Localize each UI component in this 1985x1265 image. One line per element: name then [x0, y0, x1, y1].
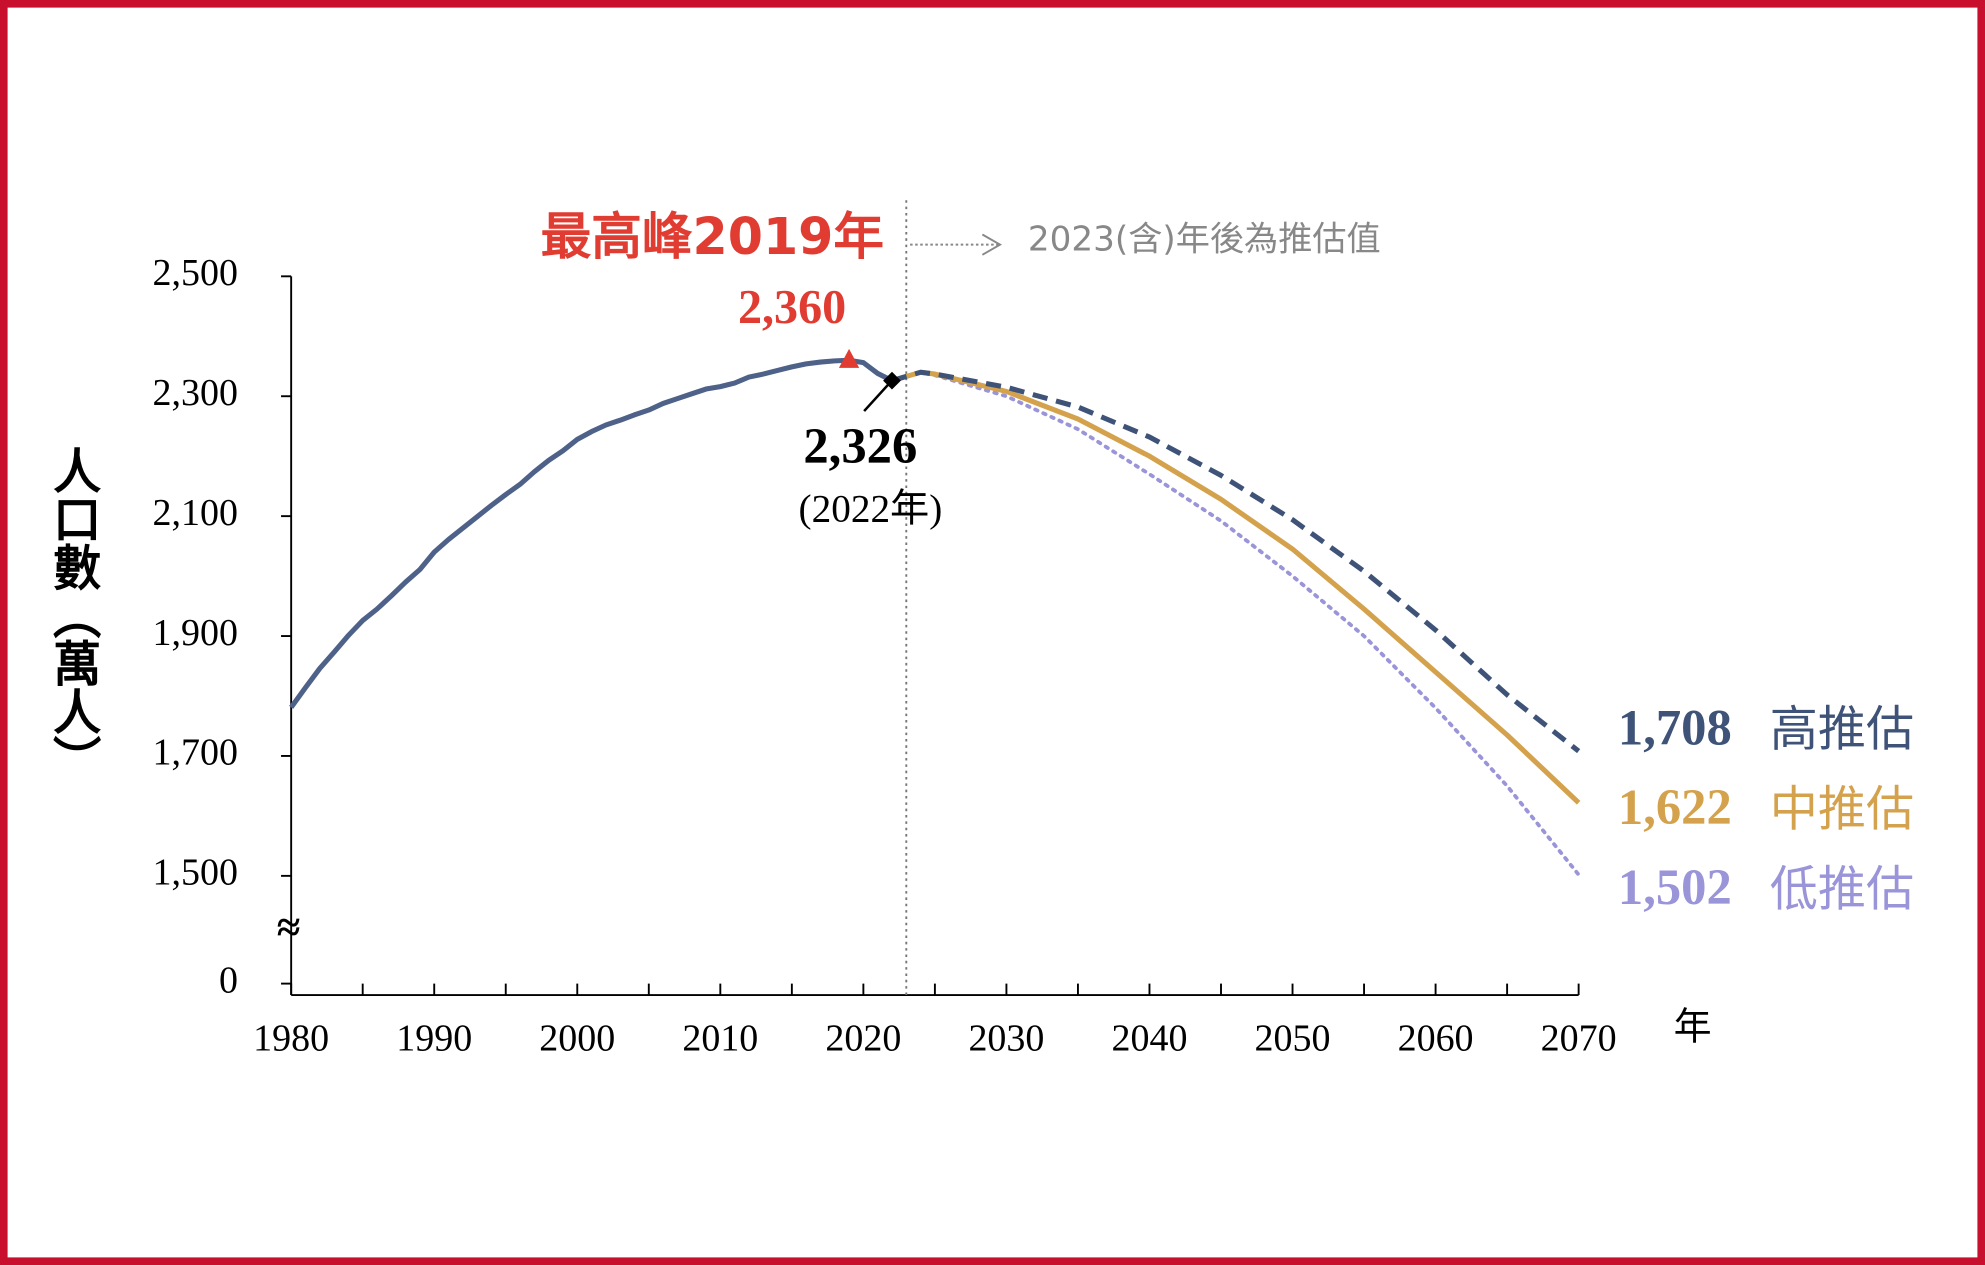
x-tick-label: 2030 — [968, 1018, 1044, 1060]
x-tick-label: 1980 — [253, 1018, 329, 1060]
x-tick-label: 2020 — [825, 1018, 901, 1060]
peak-note: 最高峰2019年 — [541, 207, 884, 266]
y-tick-label: 1,700 — [153, 732, 238, 774]
series-line — [289, 357, 894, 709]
y-tick-label: 2,500 — [153, 252, 238, 294]
legend-label: 低推估 — [1770, 861, 1914, 917]
x-tick-label: 2010 — [682, 1018, 758, 1060]
y-tick-label: 2,300 — [153, 372, 238, 414]
x-tick-label: 1990 — [396, 1018, 472, 1060]
point-note: (2022年) — [799, 487, 943, 530]
x-tick-label: 2050 — [1255, 1018, 1331, 1060]
x-tick-label: 2060 — [1398, 1018, 1474, 1060]
peak-marker — [838, 348, 860, 368]
legend-label: 高推估 — [1770, 702, 1914, 758]
x-axis-unit: 年 — [1674, 1005, 1712, 1049]
end-value-label: 1,708 — [1618, 699, 1732, 755]
axis-break: ≈ — [277, 904, 301, 951]
x-tick-label: 2000 — [539, 1018, 615, 1060]
projection-arrow-head — [981, 233, 1003, 256]
projection-note: 2023(含)年後為推估值 — [1028, 219, 1381, 259]
y-tick-label: 2,100 — [153, 492, 238, 534]
leader-line — [863, 382, 891, 412]
legend-label: 中推估 — [1770, 781, 1914, 837]
point-value-label: 2,326 — [803, 418, 917, 474]
y-tick-label: 1,500 — [153, 852, 238, 894]
y-tick-label: 1,900 — [153, 612, 238, 654]
peak-value-label: 2,360 — [738, 281, 846, 334]
x-tick-label: 2040 — [1112, 1018, 1188, 1060]
series-line — [891, 369, 1581, 754]
y-axis-label: 人口數（萬人） — [44, 446, 101, 783]
series-line — [890, 370, 1581, 877]
y-tick-label: 0 — [219, 959, 238, 1001]
end-value-label: 1,502 — [1618, 859, 1732, 915]
x-tick-label: 2070 — [1541, 1018, 1617, 1060]
end-value-label: 1,622 — [1618, 779, 1732, 835]
series-line — [891, 369, 1581, 805]
